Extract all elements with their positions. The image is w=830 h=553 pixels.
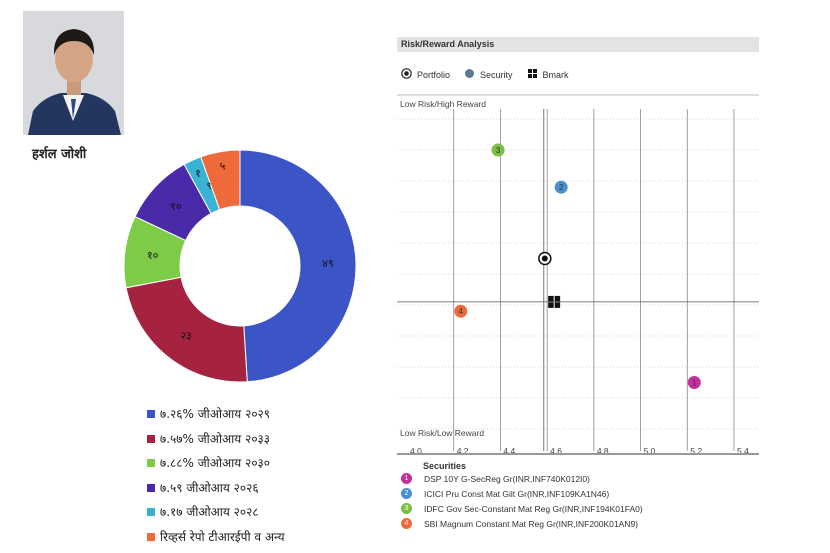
x-tick-label: 4.0 [410,446,422,453]
security-row: 2 ICICI Pru Const Mat Gilt Gr(INR,INF109K… [397,486,759,501]
legend-bmark: Bmark [527,68,569,81]
legend-label: ७.२६% जीओआय २०२९ [160,407,271,421]
bmark-point [548,295,561,308]
donut-label-5: ५ [220,160,226,173]
legend-label: ७.१७ जीओआय २०२८ [160,505,259,519]
x-tick-label: 4.4 [503,446,515,453]
security-label: ICICI Pru Const Mat Gilt Gr(INR,INF109KA… [424,488,610,499]
risk-reward-scatter: Low Risk/High Reward 4.0 4.2 4.4 4.6 4.8 5.0 5.… [397,94,759,453]
donut-label-2: १० [147,249,159,262]
donut-label-4: १ [195,167,201,180]
legend-bmark-label: Bmark [542,69,569,80]
legend-swatch [147,483,155,492]
top-quadrant-label: Low Risk/High Reward [400,99,486,109]
legend-item: रिव्हर्स रेपो टीआरईपी व अन्य [147,527,285,547]
security-label: IDFC Gov Sec-Constant Mat Reg Gr(INR,INF… [424,503,643,514]
security-point-1: 1 [687,376,701,389]
securities-title: Securities [397,453,759,471]
x-tick-label: 4.2 [457,446,469,453]
security-point-4: 4 [454,304,468,318]
legend-security: Security [464,68,513,81]
security-point-2: 2 [554,180,568,194]
legend-portfolio-label: Portfolio [417,69,451,80]
legend-label: रिव्हर्स रेपो टीआरईपी व अन्य [160,529,285,544]
security-label: DSP 10Y G-SecReg Gr(INR,INF740K012I0) [424,473,590,484]
x-tick-label: 5.0 [644,446,656,453]
portfolio-point [538,251,552,266]
risk-reward-legend: Portfolio Security Bmark [401,68,583,81]
legend-item: ७.५७% जीओआय २०३३ [147,429,285,449]
security-label: SBI Magnum Constant Mat Reg Gr(INR,INF20… [424,518,638,529]
risk-reward-title: Risk/Reward Analysis [397,37,759,52]
legend-item: ७.१७ जीओआय २०२८ [147,502,285,522]
legend-portfolio: Portfolio [401,68,450,81]
security-row: 3 IDFC Gov Sec-Constant Mat Reg Gr(INR,IN… [397,501,759,516]
legend-item: ७.२६% जीओआय २०२९ [147,404,285,424]
donut-extra-label: ९ [206,181,211,192]
donut-label-0: ४९ [322,257,333,270]
x-tick-label: 4.6 [550,446,562,453]
donut-chart: ४९ २३ १० १० १ ५९ [123,149,357,383]
legend-label: ७.५७% जीओआय २०३३ [160,431,271,446]
bottom-quadrant-label: Low Risk/Low Reward [400,428,484,438]
person-caption: हर्शल जोशी [32,147,87,162]
security-badge: 1 [401,473,412,484]
svg-text:3: 3 [496,146,501,155]
legend-security-label: Security [480,69,513,80]
legend-swatch [147,532,155,541]
donut-legend: ७.२६% जीओआय २०२९ ७.५७% जीओआय २०३३ ७.८८% जी… [147,404,285,551]
legend-swatch [147,410,155,418]
security-badge: 2 [401,488,412,499]
legend-swatch [147,508,155,516]
security-point-3: 3 [491,143,505,157]
legend-item: ७.५९ जीओआय २०२६ [147,478,285,498]
security-icon [464,68,475,81]
legend-label: ७.८८% जीओआय २०३० [160,456,271,470]
security-badge: 4 [401,518,412,529]
x-tick-label: 5.2 [690,446,702,453]
donut-slice-5 [200,149,241,211]
person-photo [23,11,124,135]
donut-label-3: १० [170,200,182,213]
portfolio-icon [401,68,412,81]
security-badge: 3 [401,503,412,514]
securities-list: Securities 1 DSP 10Y G-SecReg Gr(INR,INF7… [397,453,759,531]
legend-swatch [147,459,155,467]
security-row: 1 DSP 10Y G-SecReg Gr(INR,INF740K012I0) [397,471,759,486]
donut-label-1: २३ [180,330,191,343]
legend-label: ७.५९ जीओआय २०२६ [160,480,259,495]
svg-text:1: 1 [692,379,697,388]
x-tick-label: 4.8 [597,446,609,453]
svg-text:4: 4 [458,307,463,316]
legend-swatch [147,434,155,443]
donut-slice-1 [125,276,248,383]
donut-slice-0 [239,149,357,383]
person-silhouette-icon [23,11,124,135]
risk-reward-panel: Risk/Reward Analysis Portfolio Security … [397,37,759,553]
legend-item: ७.८८% जीओआय २०३० [147,453,285,473]
bmark-icon [527,68,538,81]
x-tick-label: 5.4 [737,446,749,453]
svg-text:2: 2 [559,183,564,192]
security-row: 4 SBI Magnum Constant Mat Reg Gr(INR,INF2… [397,516,759,531]
